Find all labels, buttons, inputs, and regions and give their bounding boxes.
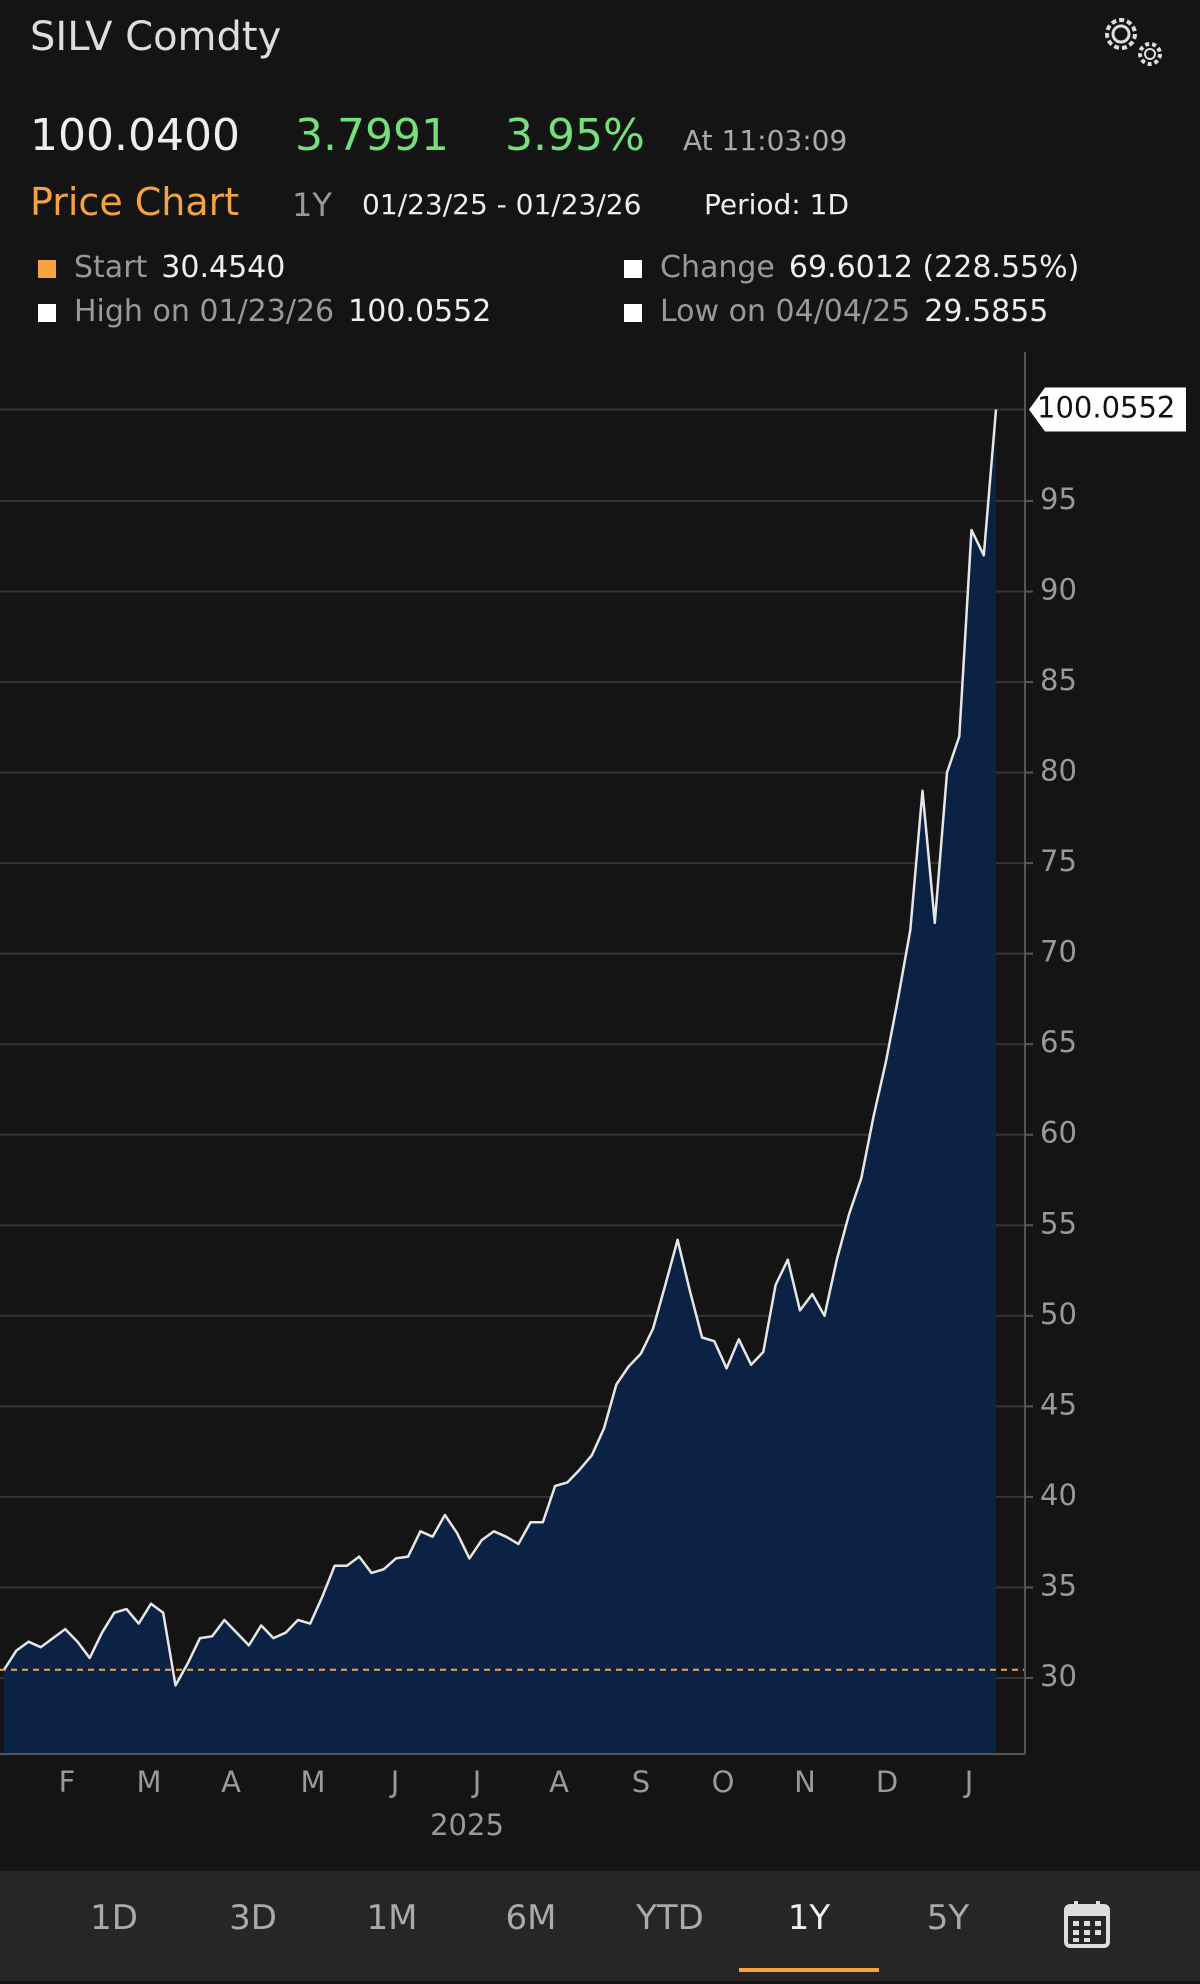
x-tick-label: F <box>59 1765 76 1799</box>
tab[interactable]: 1Y <box>787 1898 831 1938</box>
stat-marker <box>38 304 56 322</box>
stat-value: 69.6012 (228.55%) <box>788 250 1080 285</box>
stat-label: Start <box>74 250 148 285</box>
x-tick-label: N <box>794 1765 816 1799</box>
stat-label: Change <box>660 250 775 285</box>
quote-time: At 11:03:09 <box>683 124 848 157</box>
tab-underline <box>739 1968 879 1972</box>
y-tick-label: 45 <box>1040 1387 1077 1421</box>
last-value-tag <box>1029 387 1186 432</box>
stat-label: Low on 04/04/25 <box>660 294 911 329</box>
x-tick-label: J <box>963 1765 974 1799</box>
y-tick-label: 90 <box>1040 573 1077 607</box>
y-tick-label: 60 <box>1040 1116 1077 1150</box>
y-tick-label: 65 <box>1040 1025 1077 1059</box>
chart-period: Period: 1D <box>704 188 850 221</box>
stat-marker <box>38 260 56 278</box>
y-tick-label: 55 <box>1040 1206 1077 1240</box>
stat-value: 100.0552 <box>348 294 492 329</box>
x-tick-label: J <box>389 1765 400 1799</box>
x-tick-label: D <box>876 1765 898 1799</box>
y-tick-label: 40 <box>1040 1478 1077 1512</box>
x-tick-label: A <box>549 1765 569 1799</box>
stat-value: 29.5855 <box>924 294 1049 329</box>
stat-marker <box>624 260 642 278</box>
y-tick-label: 80 <box>1040 754 1077 788</box>
tab-bar <box>0 1871 1200 1981</box>
tab[interactable]: 1M <box>366 1898 418 1938</box>
x-year-label: 2025 <box>430 1808 504 1842</box>
tab[interactable]: 1D <box>90 1898 138 1938</box>
tab[interactable]: 5Y <box>926 1898 970 1938</box>
y-tick-label: 75 <box>1040 844 1077 878</box>
y-tick-label: 30 <box>1040 1659 1077 1693</box>
line <box>2 409 998 1687</box>
area <box>4 409 996 1754</box>
chart-title: Price Chart <box>30 180 240 224</box>
last-price: 100.0400 <box>30 110 240 161</box>
security-title: SILV Comdty <box>30 14 282 60</box>
stat-row: Change 69.6012 (228.55%) <box>660 250 1079 285</box>
y-tick-label: 50 <box>1040 1297 1077 1331</box>
x-tick-label: A <box>221 1765 241 1799</box>
stat-marker <box>624 304 642 322</box>
x-tick-label: M <box>136 1765 161 1799</box>
tab[interactable]: YTD <box>636 1898 704 1938</box>
stat-row: High on 01/23/26 100.0552 <box>74 294 491 329</box>
x-tick-label: O <box>712 1765 735 1799</box>
chart-range: 1Y <box>292 186 332 224</box>
x-tick-label: J <box>471 1765 482 1799</box>
net-change: 3.7991 <box>295 110 449 161</box>
settings-icon[interactable] <box>1095 10 1175 70</box>
y-tick-label: 70 <box>1040 935 1077 969</box>
pct-change: 3.95% <box>505 110 645 161</box>
last-value-label: 100.0552 <box>1037 390 1175 424</box>
y-tick-label: 35 <box>1040 1568 1077 1602</box>
calendar-icon[interactable] <box>1063 1900 1111 1950</box>
y-tick-label: 85 <box>1040 663 1077 697</box>
tab[interactable]: 6M <box>505 1898 557 1938</box>
x-tick-label: M <box>300 1765 325 1799</box>
y-tick-label: 95 <box>1040 482 1077 516</box>
stat-label: High on 01/23/26 <box>74 294 335 329</box>
stat-value: 30.4540 <box>161 250 286 285</box>
tab[interactable]: 3D <box>229 1898 277 1938</box>
stat-row: Start 30.4540 <box>74 250 285 285</box>
chart-dates: 01/23/25 - 01/23/26 <box>362 188 642 221</box>
stat-row: Low on 04/04/25 29.5855 <box>660 294 1048 329</box>
x-tick-label: S <box>632 1765 650 1799</box>
